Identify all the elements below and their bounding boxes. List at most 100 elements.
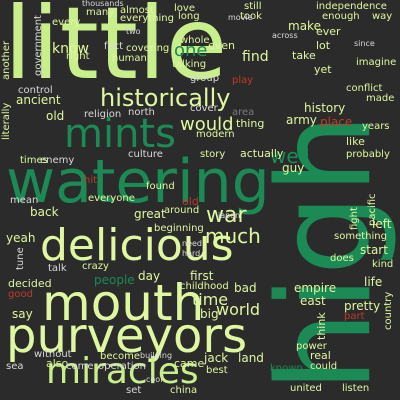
word-say: say <box>12 307 33 321</box>
word-enemy: enemy <box>40 155 75 166</box>
word-imagine: imagine <box>356 57 397 68</box>
word-miracles: miracles <box>46 351 199 392</box>
word-best: best <box>206 365 228 376</box>
word-left: left <box>372 217 392 231</box>
word-play: play <box>232 75 254 86</box>
word-long: long <box>178 11 200 22</box>
word-sea: sea <box>6 361 24 372</box>
word-could: could <box>310 361 338 372</box>
word-mean: mean <box>10 195 39 206</box>
word-conflict: conflict <box>346 83 383 94</box>
word-like: like <box>346 135 365 148</box>
word-mints: mints <box>64 111 176 157</box>
word-east: east <box>300 294 326 308</box>
word-empire: empire <box>294 281 337 295</box>
word-everyone: everyone <box>88 193 135 204</box>
word-guy: guy <box>282 161 305 175</box>
word-culture: culture <box>128 149 163 160</box>
word-talk: talk <box>48 263 67 274</box>
word-first: first <box>190 269 214 283</box>
word-ever: ever <box>316 25 341 38</box>
word-one: one <box>174 40 208 61</box>
word-group: group <box>190 73 220 84</box>
word-mouth: mouth <box>42 274 205 332</box>
word-whole: whole <box>180 35 210 46</box>
word-control: control <box>18 85 53 96</box>
word-china: china <box>170 385 198 396</box>
word-yet: yet <box>314 63 332 76</box>
word-every: every <box>52 17 81 28</box>
word-lot: lot <box>316 39 331 52</box>
word-history: history <box>304 101 346 115</box>
word-decided: decided <box>8 277 52 290</box>
word-jack: jack <box>204 351 229 365</box>
word-building: building <box>140 351 173 360</box>
word-two: two <box>126 27 141 36</box>
word-made: made <box>366 93 395 104</box>
word-life: life <box>364 275 383 289</box>
word-crazy: crazy <box>82 261 109 272</box>
word-land: land <box>238 351 264 365</box>
word-become: become <box>100 351 141 362</box>
word-much: much <box>205 224 261 248</box>
word-around: around <box>164 205 200 216</box>
word-fight: fight <box>349 207 360 230</box>
word-country: country <box>383 291 394 330</box>
word-would: would <box>180 114 234 135</box>
word-getting: hard <box>182 249 201 258</box>
word-something: something <box>334 231 387 242</box>
word-think: think <box>315 312 328 340</box>
word-covering: covering <box>126 43 170 54</box>
word-religion: religion <box>84 109 122 120</box>
word-wars: need <box>182 239 202 248</box>
word-take: take <box>292 49 316 62</box>
word-ancient: ancient <box>16 93 61 107</box>
word-cover: cover <box>190 103 218 114</box>
word-yeah: yeah <box>6 231 36 245</box>
word-took: took <box>240 11 262 22</box>
word-historically: historically <box>100 84 231 112</box>
word-really: old <box>182 195 199 208</box>
word-people: people <box>94 273 135 287</box>
word-delicious: delicious <box>40 220 234 271</box>
word-does: does <box>330 253 354 264</box>
word-probably: probably <box>346 149 390 160</box>
word-government: government <box>33 15 44 76</box>
word-almost: almost <box>120 5 154 16</box>
word-across: across <box>272 31 298 40</box>
word-know: know <box>52 41 89 57</box>
word-actually: actually <box>240 147 284 160</box>
word-back: back <box>30 205 59 219</box>
word-power: power <box>296 341 327 352</box>
word-fact: fact <box>104 41 124 52</box>
word-north: north <box>128 107 155 118</box>
word-everything: everything <box>120 13 174 24</box>
word-start: start <box>360 243 388 257</box>
word-pretty: pretty <box>344 299 381 313</box>
word-part: part <box>344 311 365 322</box>
word-well: well <box>270 144 310 168</box>
word-world: world <box>216 300 261 319</box>
word-talking: talking <box>172 59 207 70</box>
word-right: right <box>66 51 90 62</box>
word-human: human <box>112 53 147 64</box>
word-japan: japan <box>218 211 241 220</box>
word-cool: cool <box>146 375 163 384</box>
word-united: united <box>290 383 322 394</box>
word-another: another <box>1 40 12 80</box>
word-childhood: childhood <box>180 281 229 292</box>
word-old: old <box>46 109 65 123</box>
word-little: little <box>4 0 228 102</box>
word-watering: watering <box>6 147 270 217</box>
word-also: also <box>46 357 69 370</box>
word-area: area <box>232 107 255 118</box>
word-even: even <box>208 39 236 52</box>
word-way: way <box>372 11 393 22</box>
word-make: make <box>288 19 321 33</box>
word-purveyors: purveyors <box>6 308 248 364</box>
word-independence: independence <box>316 1 387 12</box>
word-bad: bad <box>234 281 257 295</box>
word-set: set <box>126 385 142 396</box>
word-army: army <box>286 113 317 127</box>
word-many: many <box>86 7 115 18</box>
